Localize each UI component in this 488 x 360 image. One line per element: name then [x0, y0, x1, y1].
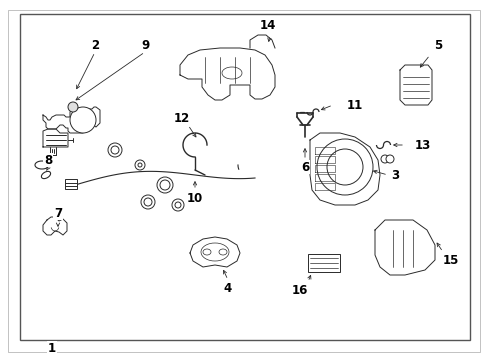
- Circle shape: [111, 146, 119, 154]
- Circle shape: [68, 102, 78, 112]
- Circle shape: [70, 107, 96, 133]
- Circle shape: [385, 155, 393, 163]
- Circle shape: [157, 177, 173, 193]
- Text: 8: 8: [44, 153, 52, 166]
- Circle shape: [141, 195, 155, 209]
- Text: 2: 2: [91, 39, 99, 51]
- Text: 15: 15: [442, 253, 458, 266]
- Circle shape: [326, 149, 362, 185]
- Polygon shape: [43, 107, 100, 133]
- Text: 7: 7: [54, 207, 62, 220]
- Text: 1: 1: [48, 342, 56, 355]
- Polygon shape: [180, 48, 274, 100]
- Polygon shape: [43, 217, 67, 235]
- Text: 11: 11: [346, 99, 363, 112]
- Circle shape: [175, 202, 181, 208]
- Circle shape: [172, 199, 183, 211]
- Circle shape: [143, 198, 152, 206]
- Text: 12: 12: [174, 112, 190, 125]
- Text: 5: 5: [433, 39, 441, 51]
- Text: 14: 14: [259, 18, 276, 32]
- Polygon shape: [309, 133, 379, 205]
- Text: 10: 10: [186, 192, 203, 204]
- Polygon shape: [43, 129, 68, 147]
- Polygon shape: [399, 65, 431, 105]
- Circle shape: [108, 143, 122, 157]
- Polygon shape: [190, 237, 240, 267]
- Text: 13: 13: [414, 139, 430, 152]
- Bar: [65, 179, 77, 189]
- Circle shape: [135, 160, 145, 170]
- Circle shape: [138, 163, 142, 167]
- Bar: [307, 254, 339, 272]
- Text: 6: 6: [300, 161, 308, 174]
- Text: 9: 9: [141, 39, 149, 51]
- Text: 4: 4: [224, 282, 232, 294]
- Text: 3: 3: [390, 168, 398, 181]
- Circle shape: [380, 155, 388, 163]
- Text: 16: 16: [291, 284, 307, 297]
- Circle shape: [160, 180, 170, 190]
- Polygon shape: [374, 220, 434, 275]
- Circle shape: [316, 139, 372, 195]
